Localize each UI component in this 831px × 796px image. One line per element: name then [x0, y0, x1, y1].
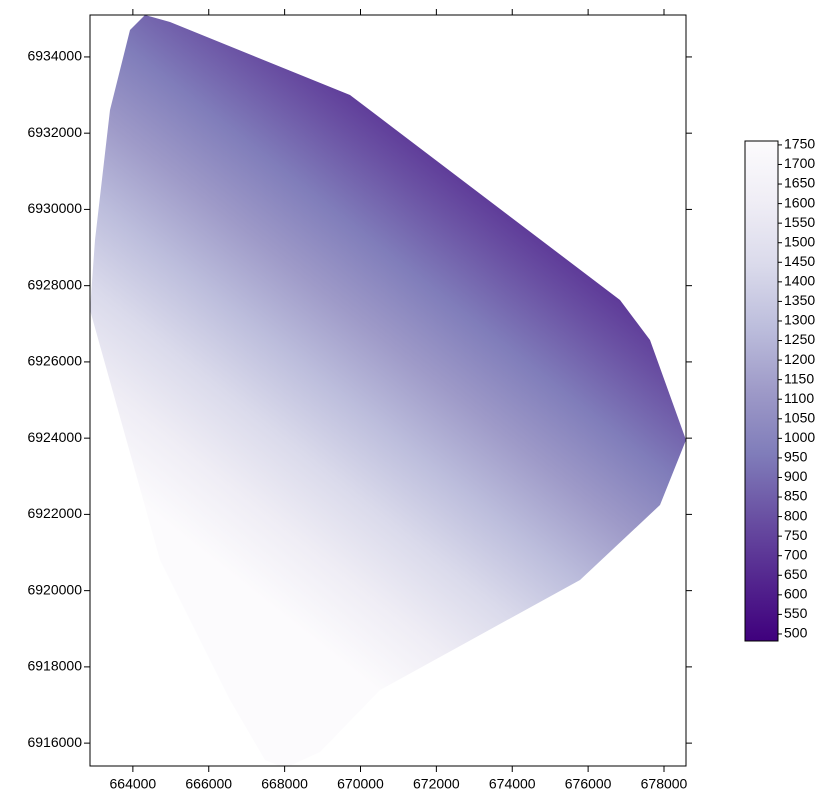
x-tick-label: 668000: [261, 776, 308, 792]
x-tick-label: 666000: [185, 776, 232, 792]
y-tick-label: 6918000: [27, 658, 82, 674]
x-tick-label: 674000: [489, 776, 536, 792]
colorbar-tick-label: 800: [784, 507, 808, 523]
colorbar-tick-label: 700: [784, 546, 808, 562]
y-tick-label: 6922000: [27, 505, 82, 521]
colorbar-tick-label: 1500: [784, 233, 815, 249]
x-tick-label: 678000: [641, 776, 688, 792]
y-tick-label: 6920000: [27, 581, 82, 597]
y-tick-label: 6924000: [27, 429, 82, 445]
plot-frame: [89, 14, 687, 767]
colorbar-tick-label: 1700: [784, 155, 815, 171]
colorbar-tick-label: 600: [784, 586, 808, 602]
colorbar-tick-label: 1050: [784, 409, 815, 425]
colorbar-tick-label: 1450: [784, 253, 815, 269]
colorbar-tick-label: 1300: [784, 312, 815, 328]
x-tick-label: 672000: [413, 776, 460, 792]
colorbar-tick-label: 1750: [784, 136, 815, 152]
colorbar-tick-label: 1250: [784, 331, 815, 347]
colorbar-tick-label: 1200: [784, 351, 815, 367]
colorbar-tick-label: 650: [784, 566, 808, 582]
colorbar-tick-label: 900: [784, 468, 808, 484]
colorbar-tick-label: 1100: [784, 390, 814, 406]
x-tick-label: 664000: [110, 776, 157, 792]
colorbar: [744, 140, 779, 642]
elevation-raster: [90, 15, 686, 768]
colorbar-tick-label: 750: [784, 527, 808, 543]
y-tick-label: 6932000: [27, 124, 82, 140]
colorbar-tick-label: 550: [784, 605, 808, 621]
colorbar-tick-label: 1150: [784, 370, 814, 386]
x-tick-label: 676000: [565, 776, 612, 792]
y-tick-label: 6928000: [27, 276, 82, 292]
x-tick-label: 670000: [337, 776, 384, 792]
y-tick-label: 6916000: [27, 734, 82, 750]
colorbar-tick-label: 1000: [784, 429, 815, 445]
colorbar-tick-label: 1550: [784, 214, 815, 230]
colorbar-tick-label: 1400: [784, 273, 815, 289]
colorbar-tick-label: 850: [784, 488, 808, 504]
colorbar-tick-label: 500: [784, 625, 808, 641]
colorbar-tick-label: 950: [784, 449, 808, 465]
y-tick-label: 6926000: [27, 353, 82, 369]
y-tick-label: 6934000: [27, 48, 82, 64]
colorbar-tick-label: 1350: [784, 292, 815, 308]
colorbar-tick-label: 1600: [784, 194, 815, 210]
colorbar-tick-label: 1650: [784, 175, 815, 191]
y-tick-label: 6930000: [27, 200, 82, 216]
